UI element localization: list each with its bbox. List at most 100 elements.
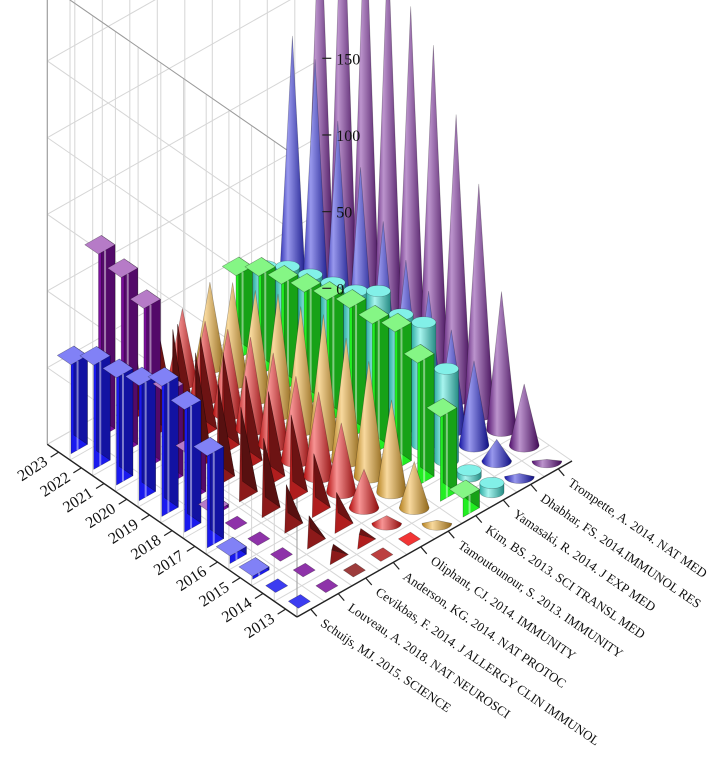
bar-mark — [531, 459, 563, 469]
value-tick-label: 50 — [336, 205, 352, 222]
bar-top-face — [426, 397, 458, 418]
bar-mark — [458, 360, 490, 453]
bar-mark — [403, 343, 435, 487]
pyramid-side-face — [268, 391, 286, 477]
year-tick — [186, 545, 196, 552]
bar-mark — [479, 477, 505, 499]
bar-side-face — [96, 346, 111, 461]
value-tick-label: 0 — [336, 281, 344, 298]
pyramid-side-face — [336, 492, 354, 524]
year-tick — [50, 451, 59, 458]
cylinder-top — [434, 362, 459, 375]
series-tick — [530, 484, 538, 492]
bar-mark — [486, 291, 517, 437]
series-tick — [392, 562, 400, 570]
bars-layer — [56, 0, 563, 609]
bar-top-face — [290, 273, 321, 293]
bar-top-face — [125, 366, 156, 387]
bar-mark — [504, 473, 535, 484]
bar-top-face — [335, 289, 367, 309]
zero-marker — [224, 515, 248, 531]
pyramid-side-face — [263, 438, 281, 508]
bar-top-face — [267, 265, 299, 285]
bar-top-face — [403, 343, 435, 364]
bar-top-face — [358, 304, 390, 325]
zero-marker — [288, 594, 311, 609]
year-tick — [163, 530, 173, 537]
zero-marker — [370, 547, 394, 562]
bar-mark — [238, 557, 270, 580]
grid-line — [47, 60, 298, 235]
value-tick-label: 150 — [336, 51, 360, 68]
bar-mark — [426, 397, 458, 502]
bar-mark — [239, 406, 258, 503]
pyramid-side-face — [313, 453, 331, 508]
bar-mark — [79, 346, 111, 470]
year-tick — [95, 483, 105, 490]
bar-mark — [448, 479, 480, 518]
bar-top-face — [79, 346, 111, 366]
bar-top-face — [244, 257, 276, 277]
bar-mark — [222, 256, 253, 361]
cone-body — [481, 438, 512, 469]
bar-mark — [456, 464, 482, 483]
value-tick-label: 100 — [336, 128, 360, 145]
zero-marker — [247, 531, 271, 546]
cone-body — [463, 183, 495, 422]
pyramid-side-face — [200, 336, 218, 430]
bar-side-face — [397, 312, 412, 462]
zero-marker — [398, 531, 421, 547]
year-tick — [118, 498, 128, 505]
bar-mark — [371, 515, 402, 531]
bar-mark — [244, 257, 276, 377]
pyramid-side-face — [331, 543, 349, 555]
cone-body — [458, 360, 490, 453]
cylinder-top — [365, 285, 391, 297]
bar-top-face — [170, 390, 202, 410]
bar-mark — [358, 304, 390, 455]
bar-mark — [357, 528, 377, 550]
pyramid-side-face — [290, 414, 309, 493]
bar-mark — [508, 383, 540, 453]
bar-top-face — [129, 289, 161, 309]
cone-body — [348, 468, 380, 515]
bar-top-face — [107, 258, 138, 278]
pyramid-side-face — [285, 484, 304, 524]
series-axis-line — [296, 460, 573, 618]
bar-mark — [125, 366, 156, 502]
bar-top-face — [448, 479, 480, 500]
bar-top-face — [238, 557, 270, 577]
bar-mark — [463, 183, 495, 422]
bar-mark — [288, 594, 311, 609]
zero-marker — [265, 578, 289, 593]
bar-mark — [311, 453, 331, 519]
bar-mark — [329, 543, 349, 566]
bar-mark — [215, 536, 247, 564]
bar-top-face — [380, 312, 412, 333]
bar-top-face — [222, 256, 253, 277]
cone-body — [421, 519, 453, 531]
cone-body — [486, 291, 517, 437]
cone-body — [504, 473, 535, 484]
bar-mark — [193, 436, 224, 549]
zero-marker — [270, 547, 293, 562]
pyramid-side-face — [308, 515, 326, 540]
bar-mark — [247, 531, 271, 546]
bar-mark — [170, 390, 202, 533]
bar-mark — [307, 515, 326, 550]
cylinder-top — [479, 477, 505, 489]
bar-mark — [481, 438, 512, 469]
bar-mark — [315, 578, 339, 593]
series-tick — [337, 593, 345, 601]
series-tick — [475, 515, 483, 523]
bar-mark — [266, 391, 286, 487]
cone-body — [531, 459, 563, 469]
bar-side-face — [187, 390, 202, 524]
zero-marker — [343, 562, 366, 578]
year-tick — [231, 577, 241, 584]
bar-top-face — [193, 436, 224, 457]
bar-mark — [265, 578, 289, 593]
series-tick — [502, 499, 510, 508]
pyramid-side-face — [240, 406, 258, 493]
